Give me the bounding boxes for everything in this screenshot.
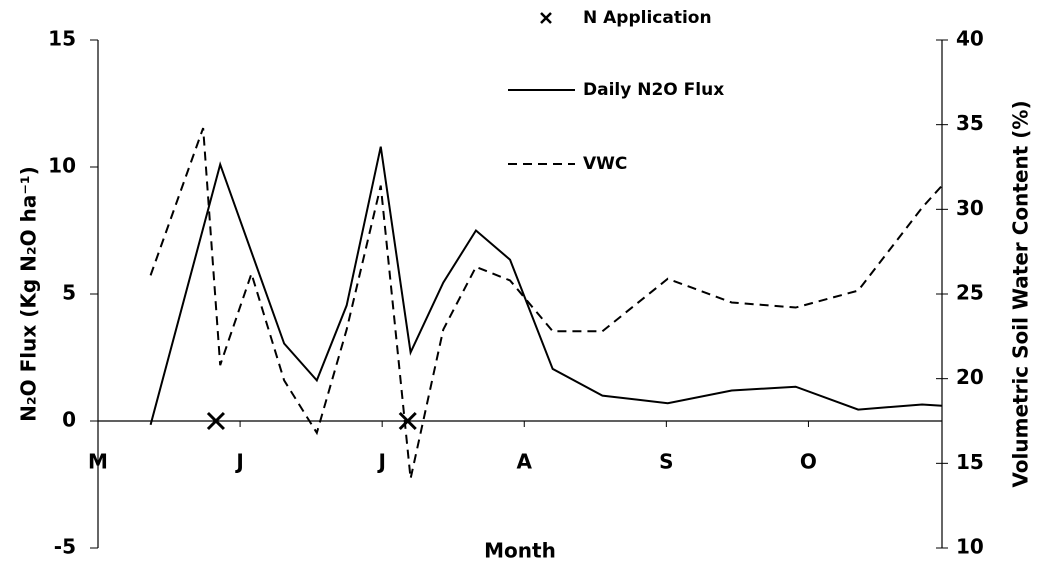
y2-tick-label: 25 xyxy=(956,281,984,305)
x-tick-label: J xyxy=(234,450,243,474)
legend-label: VWC xyxy=(583,154,627,174)
legend-label: Daily N2O Flux xyxy=(583,80,724,100)
n-application-marker xyxy=(540,12,552,24)
legend-label: N Application xyxy=(583,8,712,28)
y2-tick-label: 40 xyxy=(956,27,984,51)
y-tick-label: 10 xyxy=(48,154,76,178)
y2-axis-label: Volumetric Soil Water Content (%) xyxy=(1009,100,1033,487)
y2-tick-label: 20 xyxy=(956,365,984,389)
n-application-marker xyxy=(206,411,225,431)
n-application-marker xyxy=(398,411,417,431)
x-axis-label: Month xyxy=(484,539,556,563)
y-tick-label: 5 xyxy=(62,281,76,305)
y-tick-label: 15 xyxy=(48,27,76,51)
x-tick-label: O xyxy=(800,450,817,474)
y-tick-label: 0 xyxy=(62,408,76,432)
vwc-line xyxy=(149,127,943,479)
x-tick-label: J xyxy=(376,450,385,474)
y2-tick-label: 30 xyxy=(956,196,984,220)
flux-line xyxy=(149,146,943,426)
y-axis-label: N₂O Flux (Kg N₂O ha⁻¹) xyxy=(17,166,41,422)
y2-tick-label: 10 xyxy=(956,535,984,559)
y-tick-label: -5 xyxy=(54,535,76,559)
y2-tick-label: 35 xyxy=(956,111,984,135)
x-tick-label: S xyxy=(659,450,673,474)
x-tick-label: A xyxy=(517,450,533,474)
y2-tick-label: 15 xyxy=(956,450,984,474)
x-tick-label: M xyxy=(88,450,108,474)
